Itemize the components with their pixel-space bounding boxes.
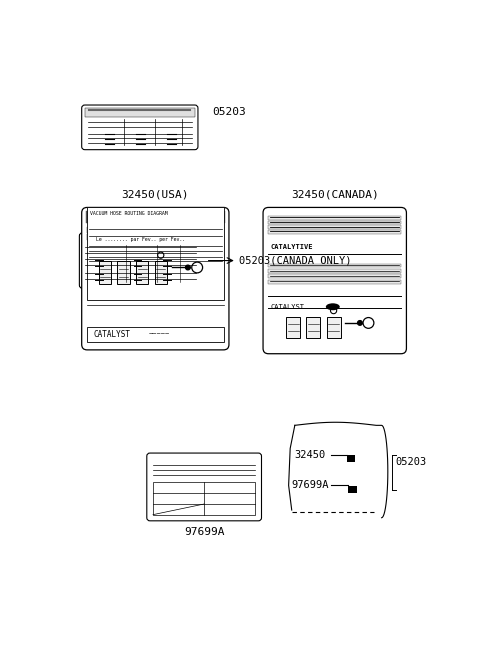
Text: ~~~~~: ~~~~~: [149, 332, 170, 338]
Bar: [87, 227, 224, 233]
Bar: [268, 280, 401, 284]
Bar: [268, 263, 401, 267]
Bar: [117, 261, 130, 284]
Text: Le ........ par Fev.. per Fev..: Le ........ par Fev.. per Fev..: [96, 237, 185, 242]
FancyBboxPatch shape: [263, 208, 407, 353]
Bar: [268, 225, 401, 229]
Ellipse shape: [326, 304, 340, 310]
Bar: [83, 236, 199, 243]
Bar: [268, 269, 401, 273]
Bar: [286, 317, 300, 338]
Bar: [85, 212, 225, 223]
Bar: [268, 230, 401, 234]
Bar: [306, 317, 321, 338]
Bar: [268, 216, 401, 219]
Text: CATALYTIVE: CATALYTIVE: [271, 244, 313, 250]
Text: VEHICLE EMISSION CONTROL INFORMATION: VEHICLE EMISSION CONTROL INFORMATION: [97, 214, 214, 219]
Text: 32450(USA): 32450(USA): [121, 190, 189, 200]
Text: 32450: 32450: [295, 449, 326, 460]
FancyBboxPatch shape: [82, 105, 198, 150]
Bar: [326, 317, 340, 338]
Bar: [153, 482, 255, 514]
Text: 05203: 05203: [212, 106, 246, 116]
Circle shape: [358, 321, 362, 325]
Bar: [99, 261, 111, 284]
Bar: [136, 261, 148, 284]
Bar: [87, 327, 224, 342]
Text: 32450(CANADA): 32450(CANADA): [291, 190, 379, 200]
Bar: [155, 261, 167, 284]
Text: CATALYST: CATALYST: [93, 330, 131, 339]
FancyBboxPatch shape: [79, 233, 202, 288]
Text: 05203(CANADA ONLY): 05203(CANADA ONLY): [239, 256, 351, 265]
Text: VACUUM HOSE ROUTING DIAGRAM: VACUUM HOSE ROUTING DIAGRAM: [90, 210, 168, 215]
Text: CATALYST: CATALYST: [271, 304, 305, 309]
Bar: [87, 208, 224, 300]
Text: 97699A: 97699A: [184, 527, 225, 537]
Bar: [85, 108, 195, 116]
FancyBboxPatch shape: [82, 208, 229, 350]
Text: 05203: 05203: [396, 457, 427, 467]
Bar: [348, 486, 357, 493]
Bar: [268, 221, 401, 225]
Text: 97699A: 97699A: [292, 480, 329, 490]
Bar: [87, 235, 224, 240]
Bar: [268, 275, 401, 279]
Circle shape: [186, 265, 190, 270]
Bar: [347, 455, 355, 463]
FancyBboxPatch shape: [147, 453, 262, 521]
